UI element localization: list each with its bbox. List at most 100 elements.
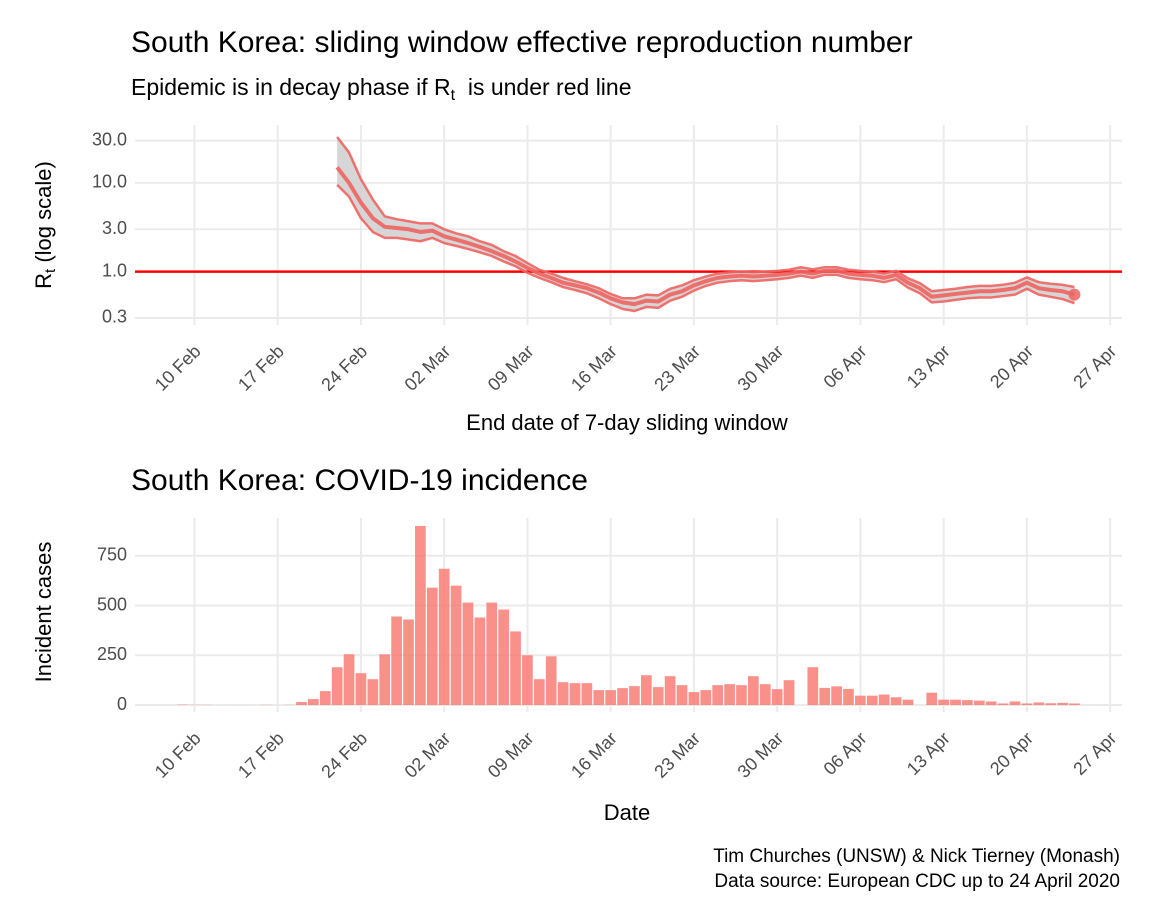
bar: [426, 587, 438, 706]
bar: [438, 568, 450, 706]
bar: [510, 631, 521, 706]
x-tick-label: 20 Apr: [986, 728, 1037, 779]
y-axis-title: Rt (log scale): [31, 161, 59, 289]
bar: [652, 687, 664, 706]
bar: [926, 692, 938, 706]
bar: [1033, 702, 1045, 706]
confidence-band: [337, 136, 1075, 311]
x-tick-label: 20 Apr: [986, 341, 1037, 392]
bar: [973, 700, 985, 706]
bar: [403, 619, 414, 706]
y-tick-label: 750: [97, 545, 127, 565]
subtitle-part: Epidemic is in decay phase if R: [131, 74, 451, 100]
x-tick-label: 30 Mar: [734, 341, 788, 395]
bar: [593, 690, 605, 706]
subtitle-part: is under red line: [455, 74, 631, 100]
bar: [831, 686, 842, 706]
y-tick-label: 30.0: [92, 129, 127, 149]
bar: [1009, 701, 1021, 706]
x-tick-label: 16 Mar: [567, 728, 621, 782]
x-tick-label: 24 Feb: [317, 728, 371, 782]
x-tick-label: 23 Mar: [650, 341, 704, 395]
bar: [712, 685, 724, 706]
bar: [355, 673, 367, 706]
x-tick-label: 06 Apr: [820, 341, 871, 392]
x-tick-label: 16 Mar: [567, 341, 621, 395]
x-tick-label: 13 Apr: [903, 341, 954, 392]
bar: [545, 656, 557, 706]
bar: [474, 617, 486, 706]
y-tick-label: 3.0: [102, 218, 127, 238]
chart-subtitle: Epidemic is in decay phase if Rt is unde…: [131, 74, 632, 104]
chart-title: South Korea: sliding window effective re…: [131, 26, 913, 59]
x-axis-title: End date of 7-day sliding window: [466, 410, 788, 435]
bar: [629, 686, 640, 706]
x-axis-title: Date: [604, 800, 650, 825]
bar: [759, 684, 771, 706]
bar: [771, 689, 783, 706]
last-point: [1068, 288, 1081, 301]
bar: [938, 699, 949, 706]
bar: [1021, 703, 1033, 706]
bar: [1069, 703, 1080, 706]
subtitle-subscript: t: [451, 87, 456, 104]
y-tick-label: 250: [97, 644, 127, 664]
bar: [878, 694, 890, 706]
bar: [319, 691, 331, 706]
bar: [819, 687, 831, 706]
bar: [331, 667, 343, 706]
x-tick-label: 06 Apr: [820, 728, 871, 779]
bar: [569, 683, 581, 706]
bar: [498, 609, 509, 706]
bar: [605, 690, 617, 706]
x-tick-label: 09 Mar: [484, 728, 538, 782]
bar: [997, 703, 1009, 706]
bar: [724, 684, 735, 706]
x-tick-label: 30 Mar: [734, 728, 788, 782]
bar: [664, 676, 676, 706]
bar: [581, 683, 593, 706]
bar: [308, 699, 319, 706]
y-tick-label: 500: [97, 594, 127, 614]
lower-bound-line: [336, 184, 1075, 313]
bar: [640, 675, 652, 706]
bar: [367, 679, 379, 706]
y-title-subscript: t: [42, 268, 59, 273]
x-tick-label: 13 Apr: [903, 728, 954, 779]
bar: [700, 690, 712, 706]
bar: [522, 655, 533, 706]
y-axis-title: Incident cases: [31, 542, 56, 683]
bar: [985, 701, 997, 706]
y-tick-label: 1.0: [102, 260, 127, 280]
rt-line: [335, 166, 1075, 307]
bar: [950, 699, 961, 706]
bar: [807, 667, 819, 706]
bar: [676, 685, 688, 706]
bar: [557, 682, 569, 706]
x-tick-label: 10 Feb: [151, 728, 205, 782]
y-title-part: R: [31, 273, 56, 289]
bar: [415, 525, 426, 706]
bar: [450, 585, 462, 706]
x-tick-label: 23 Mar: [650, 728, 704, 782]
x-tick-label: 09 Mar: [484, 341, 538, 395]
bar: [379, 654, 391, 706]
bar: [296, 702, 307, 706]
bar: [486, 602, 498, 706]
upper-bound-line: [336, 136, 1075, 300]
caption: Data source: European CDC up to 24 April…: [714, 871, 1120, 892]
bar: [736, 685, 747, 706]
y-tick-label: 0.3: [102, 307, 127, 327]
y-tick-label: 10.0: [92, 172, 127, 192]
bar: [617, 688, 628, 706]
x-tick-label: 17 Feb: [234, 728, 288, 782]
bar: [902, 699, 914, 706]
bar: [1057, 702, 1068, 706]
y-tick-label: 0: [117, 694, 127, 714]
x-tick-label: 02 Mar: [401, 341, 455, 395]
bar: [391, 616, 402, 706]
bar: [855, 695, 866, 706]
bar: [890, 697, 902, 706]
bar: [343, 654, 355, 706]
